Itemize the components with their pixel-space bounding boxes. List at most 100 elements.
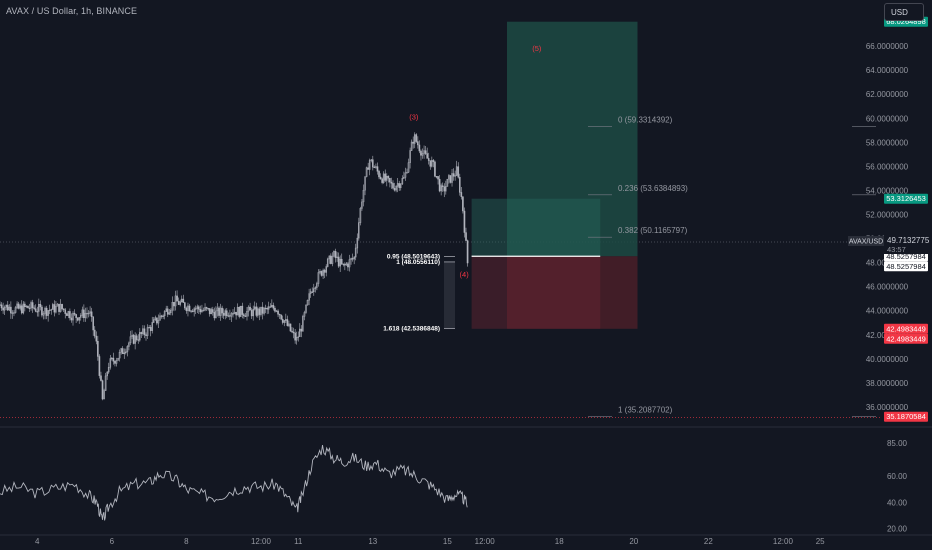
candle-body — [283, 320, 286, 323]
candle-body — [272, 305, 275, 309]
candle-body — [249, 306, 251, 311]
candle-body — [19, 305, 21, 309]
candle-body — [255, 306, 258, 316]
candle-body — [166, 308, 169, 315]
candle-body — [368, 160, 371, 170]
fib-retracement[interactable]: 0 (59.3314392) 0.236 (53.6384893) 0.382 (5… — [0, 115, 880, 418]
candle-body — [202, 309, 205, 312]
candle-body — [326, 258, 329, 267]
time-tick-label: 22 — [704, 537, 713, 546]
candle-body — [69, 311, 71, 319]
candle-body — [205, 307, 208, 309]
candle-body — [320, 271, 323, 276]
time-tick-label: 8 — [184, 537, 189, 546]
candle-body — [20, 305, 23, 314]
candle-body — [135, 335, 138, 340]
candle-body — [83, 309, 85, 319]
candle-body — [34, 308, 37, 312]
candle-body — [446, 178, 449, 187]
currency-button[interactable]: USD — [884, 3, 924, 21]
candle-body — [269, 306, 272, 308]
candle-body — [208, 308, 211, 315]
candle-body — [437, 176, 439, 180]
candle-body — [263, 307, 265, 314]
candle-body — [176, 295, 178, 302]
candle-body — [364, 176, 366, 191]
candle-body — [0, 304, 1, 306]
candle-body — [131, 334, 133, 337]
candle-body — [193, 308, 195, 312]
time-tick-label: 6 — [110, 537, 115, 546]
candle-body — [8, 306, 11, 311]
candle-body — [107, 367, 110, 373]
price-tags: 68.0264898 53.3126453 48.525798448.5257984… — [848, 16, 930, 422]
candle-body — [252, 308, 254, 317]
price-tag — [884, 411, 928, 422]
candle-body — [221, 307, 223, 314]
candle-body — [247, 306, 250, 312]
candle-body — [443, 186, 446, 192]
candle-body — [218, 307, 220, 316]
candle-body — [314, 287, 317, 289]
candle-body — [353, 256, 355, 260]
candle-body — [120, 348, 122, 353]
extension-box — [444, 261, 455, 329]
candle-body — [395, 186, 397, 191]
price-tick-label: 58.0000000 — [866, 138, 909, 147]
oscillator-line — [0, 445, 468, 521]
candle-body — [213, 312, 216, 319]
wave-label: (3) — [409, 112, 419, 121]
candle-body — [104, 375, 107, 391]
candle-body — [79, 315, 82, 318]
time-tick-label: 12:00 — [773, 537, 794, 546]
price-tag-label: 35.1870584 — [886, 412, 926, 421]
candle-body — [143, 328, 146, 335]
candle-body — [171, 301, 174, 311]
candle-body — [11, 312, 14, 314]
candle-body — [389, 178, 391, 183]
price-tag — [884, 333, 928, 344]
candle-body — [359, 208, 362, 223]
candle-body — [92, 316, 95, 331]
fib-level-label: 0.236 (53.6384893) — [618, 184, 688, 193]
price-tick-label: 62.0000000 — [866, 90, 909, 99]
price-tag-label: 48.5257984 — [886, 262, 926, 271]
candle-body — [387, 175, 390, 179]
outer-profit-zone — [507, 21, 638, 257]
candle-body — [129, 336, 132, 344]
candle-body — [177, 300, 180, 305]
candle-body — [372, 159, 374, 168]
candle-body — [267, 306, 270, 310]
candle-body — [454, 175, 456, 177]
candle-body — [250, 309, 253, 317]
candle-body — [264, 307, 267, 310]
countdown-label: 43:57 — [887, 245, 906, 254]
candle-body — [312, 288, 315, 293]
candle-body — [67, 311, 70, 316]
indicator-tick-label: 60.00 — [887, 472, 908, 481]
candle-body — [190, 310, 192, 312]
elliott-wave-labels[interactable]: (3) (4) (5) — [409, 44, 542, 279]
candle-body — [33, 307, 35, 309]
candle-body — [225, 310, 228, 317]
candle-body — [330, 255, 332, 264]
candle-body — [233, 311, 236, 314]
candle-body — [361, 201, 363, 209]
price-tag — [884, 323, 928, 334]
candle-body — [403, 177, 405, 179]
candle-body — [118, 352, 121, 359]
price-tick-label: 46.0000000 — [866, 283, 909, 292]
candle-body — [378, 171, 380, 178]
candle-body — [466, 240, 469, 264]
candle-body — [440, 185, 442, 192]
candle-body — [328, 255, 331, 260]
candle-body — [210, 309, 213, 315]
long-position-tool[interactable] — [471, 21, 638, 329]
candle-body — [28, 307, 31, 309]
candle-body — [306, 300, 309, 306]
candle-body — [117, 357, 119, 361]
candle-body — [365, 167, 368, 177]
price-tag — [884, 193, 928, 204]
